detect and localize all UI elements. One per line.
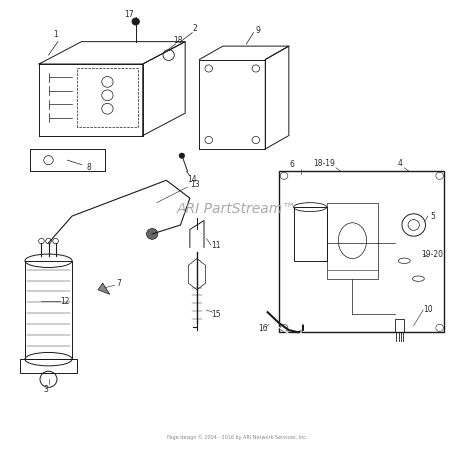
Text: 19-20: 19-20 — [421, 250, 444, 259]
Circle shape — [179, 153, 185, 158]
Text: 1: 1 — [53, 31, 58, 40]
Polygon shape — [98, 283, 110, 294]
Text: 18: 18 — [173, 36, 183, 45]
Text: 17: 17 — [124, 10, 134, 19]
Text: 9: 9 — [256, 26, 261, 35]
Text: 6: 6 — [289, 160, 294, 169]
Text: 16: 16 — [258, 324, 268, 333]
Circle shape — [146, 229, 158, 239]
Text: 14: 14 — [187, 175, 197, 184]
Text: 2: 2 — [192, 24, 197, 33]
Text: 10: 10 — [423, 306, 433, 315]
Text: 5: 5 — [430, 212, 435, 220]
Text: Page design © 2004 - 2016 by ARI Network Services, Inc.: Page design © 2004 - 2016 by ARI Network… — [167, 435, 307, 440]
Text: 12: 12 — [60, 297, 70, 306]
Text: 7: 7 — [117, 279, 122, 288]
Text: 13: 13 — [190, 180, 200, 189]
Text: 18-19: 18-19 — [313, 159, 335, 168]
Text: 11: 11 — [211, 241, 220, 250]
Text: 15: 15 — [211, 310, 220, 319]
Circle shape — [132, 18, 139, 25]
Text: 8: 8 — [86, 163, 91, 172]
Text: ARI PartStream™: ARI PartStream™ — [177, 202, 297, 216]
Text: 4: 4 — [397, 159, 402, 168]
Text: 3: 3 — [44, 385, 49, 394]
